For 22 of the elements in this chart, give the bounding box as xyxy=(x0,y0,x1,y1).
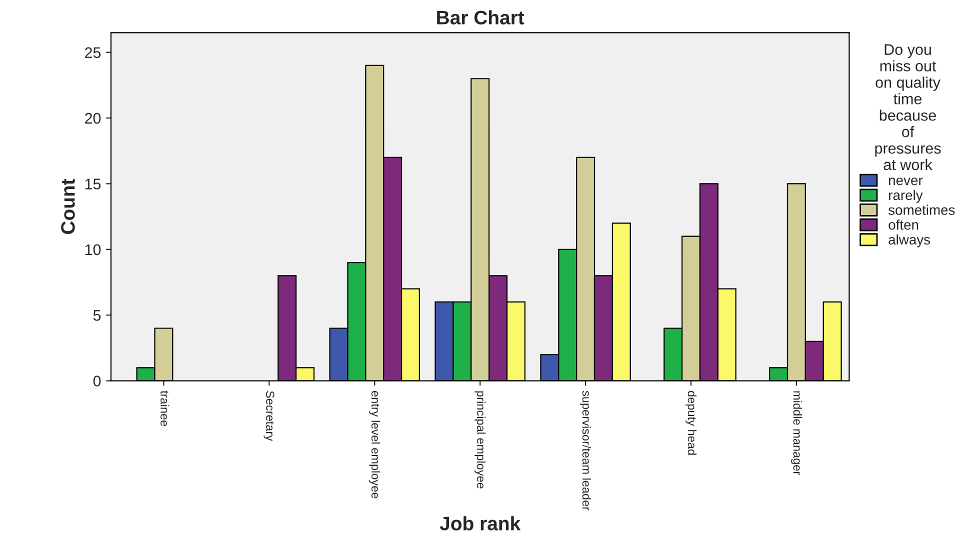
legend-label: sometimes xyxy=(888,204,955,215)
chart-title: Bar Chart xyxy=(437,10,524,24)
y-tick-label: 25 xyxy=(85,47,101,58)
x-tick-label: entry level employee xyxy=(369,391,380,498)
y-tick-label: 0 xyxy=(93,376,101,386)
x-tick-label: supervisor/team leader xyxy=(580,390,592,510)
y-tick-label: 15 xyxy=(85,178,101,190)
x-tick-label: Secretary xyxy=(264,391,274,442)
y-tick-label: 5 xyxy=(93,310,101,321)
legend-label: rarely xyxy=(889,190,923,203)
x-axis-title: Job rank xyxy=(440,516,521,530)
y-axis-title: Count xyxy=(61,178,75,234)
legend-title: Do you miss out on quality time because of pressures at work xyxy=(875,44,941,170)
legend-label: never xyxy=(889,178,923,186)
x-tick-label: deputy head xyxy=(686,391,697,455)
x-tick-label: trainee xyxy=(160,390,170,426)
legend-label: often xyxy=(888,220,918,230)
legend-label: always xyxy=(888,234,930,248)
y-tick-label: 20 xyxy=(85,112,101,124)
y-tick-label: 10 xyxy=(85,244,101,256)
x-tick-label: principal employee xyxy=(474,391,486,488)
x-tick-label: middle manager xyxy=(790,391,802,475)
